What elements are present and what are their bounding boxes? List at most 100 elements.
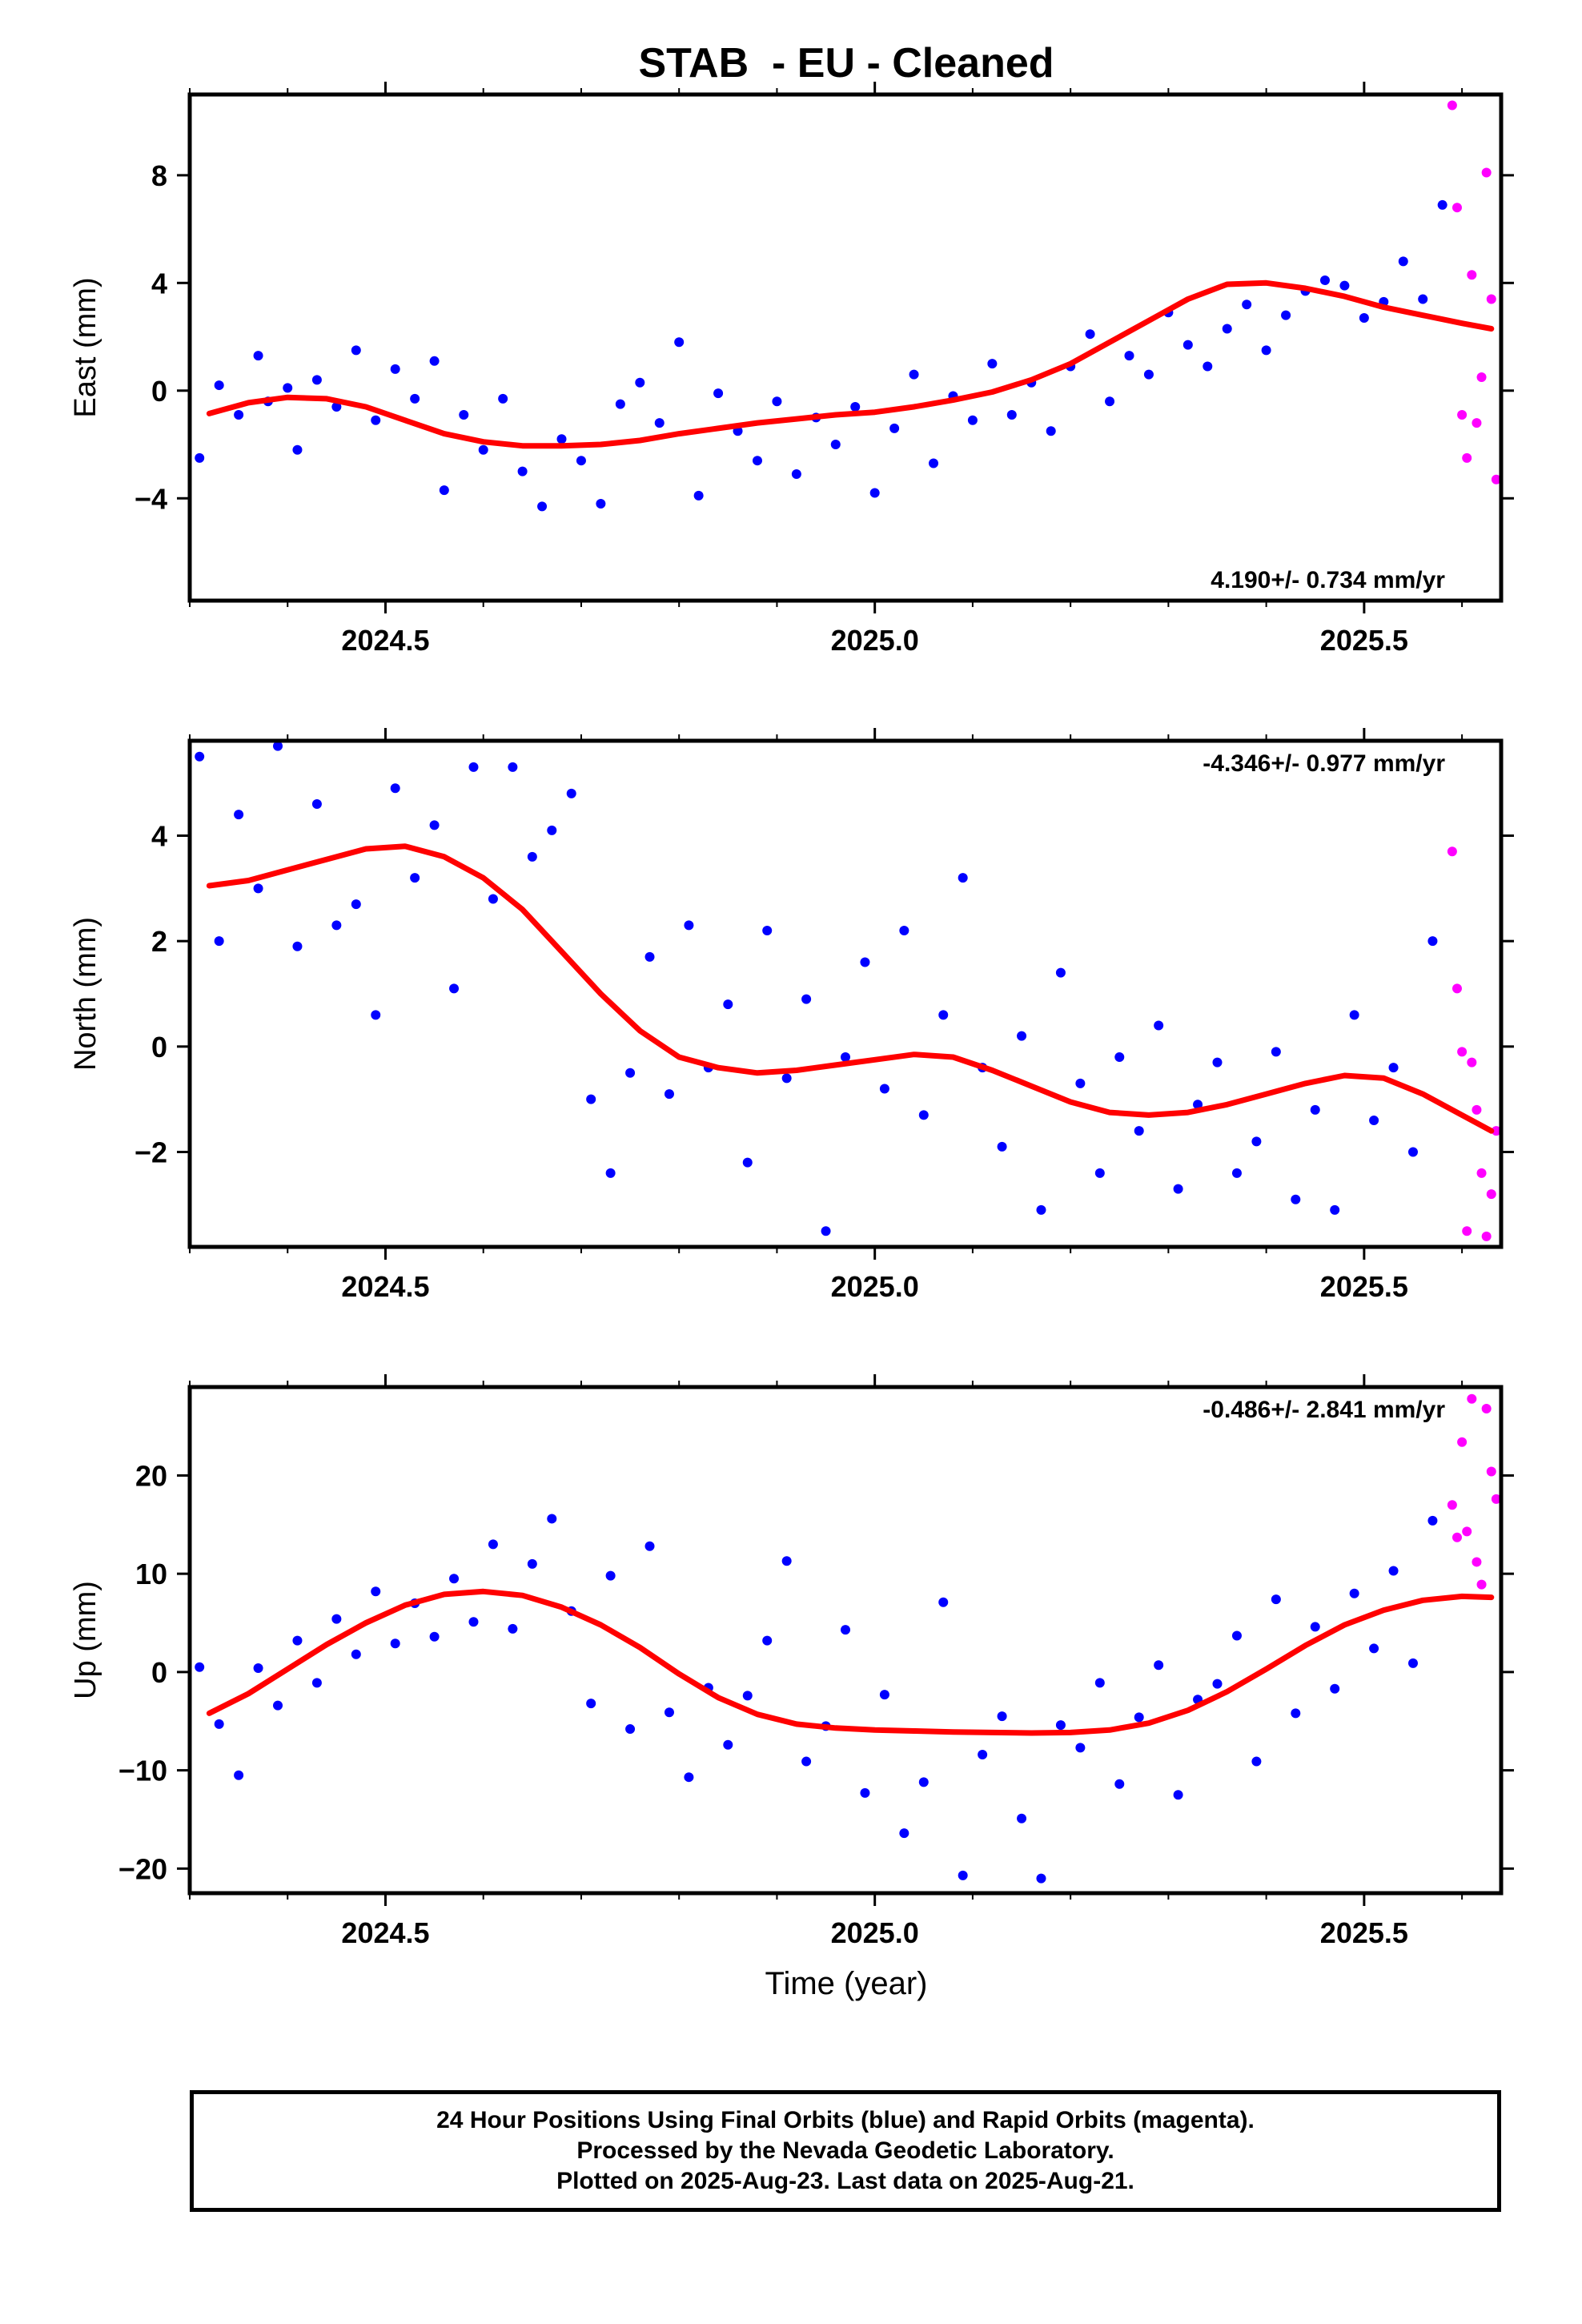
- final-orbit-point: [1231, 1630, 1242, 1641]
- final-orbit-point: [439, 485, 449, 496]
- panel-east: 2024.5 2025.0 2025.5 −4 0 4 8 East (mm) 4.190+/-…: [69, 82, 1514, 657]
- y-tick-label: −4: [135, 482, 167, 515]
- rapid-orbit-point: [1486, 1466, 1496, 1477]
- final-orbit-point: [1036, 1204, 1046, 1215]
- final-orbit-point: [331, 920, 342, 931]
- y-tick-label: 0: [151, 375, 167, 408]
- final-orbit-point: [1261, 345, 1271, 356]
- rapid-orbit-point: [1447, 846, 1457, 857]
- final-orbit-point: [1094, 1678, 1105, 1688]
- rapid-orbit-point: [1462, 1526, 1472, 1537]
- final-orbit-point: [762, 926, 773, 935]
- final-orbit-point: [752, 456, 762, 466]
- final-orbit-point: [1105, 396, 1115, 407]
- final-orbit-point: [615, 399, 625, 409]
- final-orbit-point: [1407, 1147, 1418, 1157]
- rapid-orbit-point: [1447, 100, 1457, 111]
- final-orbit-point: [684, 920, 694, 931]
- final-orbit-point: [410, 393, 420, 404]
- final-orbit-point: [253, 351, 263, 361]
- final-orbit-point: [791, 469, 801, 479]
- rapid-orbit-point: [1476, 1168, 1487, 1178]
- x-axis-label: Time (year): [765, 1966, 928, 2001]
- final-orbit-point: [1046, 426, 1056, 436]
- final-orbit-point: [1017, 1031, 1027, 1041]
- final-orbit-point: [1418, 294, 1428, 304]
- chart-title: STAB - EU - Cleaned: [638, 40, 1054, 86]
- x-tick-label: 2025.5: [1320, 1916, 1408, 1949]
- final-orbit-point: [1055, 967, 1066, 978]
- final-orbit-point: [586, 1699, 596, 1709]
- final-orbit-point: [693, 490, 704, 501]
- final-orbit-point: [1310, 1104, 1320, 1115]
- x-tick-label: 2025.5: [1320, 1270, 1408, 1303]
- final-orbit-point: [1427, 1515, 1438, 1526]
- final-orbit-point: [821, 1226, 831, 1236]
- final-orbit-point: [1143, 369, 1154, 380]
- y-tick-label: 8: [151, 159, 167, 192]
- final-orbit-point: [1114, 1779, 1125, 1789]
- final-orbit-point: [508, 762, 518, 772]
- final-orbit-point: [781, 1556, 792, 1566]
- final-orbit-point: [781, 1073, 792, 1084]
- final-orbit-point: [879, 1690, 889, 1700]
- final-orbit-point: [723, 999, 733, 1010]
- final-orbit-point: [1114, 1052, 1125, 1062]
- final-orbit-point: [1330, 1683, 1340, 1694]
- final-orbit-point: [1173, 1790, 1183, 1800]
- final-orbit-point: [1182, 340, 1193, 350]
- final-orbit-point: [909, 369, 919, 380]
- final-orbit-point: [1017, 1813, 1027, 1823]
- x-tick-label: 2024.5: [341, 1270, 429, 1303]
- final-orbit-point: [801, 994, 812, 1004]
- final-orbit-point: [1281, 310, 1291, 320]
- final-orbit-point: [1075, 1743, 1086, 1753]
- final-orbit-point: [830, 440, 841, 450]
- final-orbit-point: [772, 396, 782, 407]
- final-orbit-point: [918, 1110, 929, 1120]
- final-orbit-point: [459, 410, 469, 420]
- final-orbit-point: [625, 1724, 636, 1735]
- final-orbit-point: [410, 873, 420, 883]
- final-orbit-point: [214, 1719, 224, 1729]
- final-orbit-point: [1055, 1720, 1066, 1731]
- final-orbit-point: [253, 1663, 263, 1673]
- final-orbit-point: [899, 926, 909, 935]
- final-orbit-point: [371, 415, 381, 425]
- rapid-orbit-point: [1447, 1500, 1457, 1510]
- rapid-orbit-point: [1457, 1437, 1468, 1447]
- final-orbit-point: [1251, 1756, 1262, 1767]
- final-orbit-point: [1094, 1168, 1105, 1178]
- final-orbit-point: [1075, 1078, 1086, 1088]
- final-orbit-point: [997, 1711, 1007, 1722]
- final-orbit-point: [929, 458, 939, 468]
- final-orbit-point: [644, 1541, 655, 1551]
- final-orbit-point: [938, 1010, 949, 1020]
- fit-curve: [206, 1588, 1495, 1736]
- final-orbit-point: [1388, 1063, 1399, 1073]
- y-tick-label: 2: [151, 925, 167, 958]
- final-orbit-point: [283, 383, 293, 393]
- final-orbit-point: [664, 1707, 674, 1718]
- final-orbit-point: [214, 380, 224, 391]
- rapid-orbit-point: [1462, 452, 1472, 463]
- final-orbit-point: [987, 359, 998, 369]
- final-orbit-point: [449, 1574, 460, 1584]
- final-orbit-point: [899, 1828, 909, 1839]
- y-tick-label: 10: [135, 1558, 167, 1590]
- final-orbit-point: [429, 820, 440, 830]
- final-orbit-point: [517, 466, 528, 476]
- rapid-orbit-point: [1452, 1532, 1462, 1542]
- y-axis-label: Up (mm): [69, 1581, 102, 1699]
- final-orbit-point: [869, 488, 880, 498]
- final-orbit-point: [635, 377, 645, 388]
- final-orbit-point: [586, 1094, 596, 1104]
- final-orbit-point: [997, 1141, 1007, 1152]
- final-orbit-point: [664, 1089, 674, 1100]
- final-orbit-point: [292, 1635, 303, 1646]
- final-orbit-point: [390, 1638, 400, 1649]
- panel-up: 2024.5 2025.0 2025.5 −20 −10 0 10 20 Up (mm) -0.4…: [69, 1374, 1514, 1949]
- velocity-rate-label: -0.486+/- 2.841 mm/yr: [1203, 1397, 1445, 1423]
- final-orbit-point: [351, 899, 361, 910]
